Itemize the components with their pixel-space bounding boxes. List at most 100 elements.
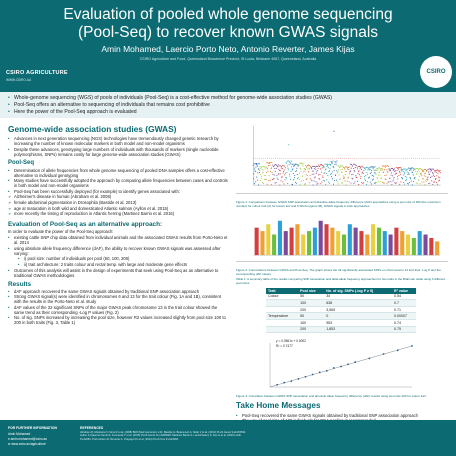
data-point bbox=[376, 178, 378, 180]
data-point bbox=[388, 181, 390, 183]
data-point bbox=[325, 172, 328, 175]
data-point bbox=[317, 168, 319, 170]
data-point bbox=[321, 181, 323, 183]
data-point bbox=[266, 167, 268, 169]
list-item: • existing cattle SNP chip data obtained … bbox=[8, 235, 228, 245]
results-heading: Results bbox=[8, 280, 32, 288]
data-point bbox=[414, 169, 416, 171]
data-point bbox=[399, 173, 402, 175]
data-point bbox=[322, 177, 324, 179]
data-point bbox=[305, 178, 307, 180]
contact-email[interactable]: e amin.mohamed@csiro.au bbox=[8, 437, 48, 441]
data-point bbox=[418, 175, 420, 178]
data-point bbox=[279, 165, 281, 167]
data-point bbox=[402, 169, 404, 171]
data-point bbox=[353, 183, 355, 185]
data-point bbox=[379, 180, 381, 182]
data-point bbox=[391, 184, 393, 186]
data-point bbox=[437, 172, 439, 174]
data-point bbox=[400, 167, 402, 169]
bullet-icon: • bbox=[8, 101, 10, 108]
data-point bbox=[329, 182, 331, 184]
data-point bbox=[271, 171, 273, 174]
data-point bbox=[354, 171, 356, 173]
data-point bbox=[432, 168, 434, 170]
data-point bbox=[348, 169, 350, 171]
data-point bbox=[274, 170, 276, 172]
data-point bbox=[261, 182, 263, 184]
data-point bbox=[406, 168, 408, 170]
data-point bbox=[296, 167, 298, 169]
data-point bbox=[287, 167, 289, 169]
data-point bbox=[413, 168, 415, 170]
data-point bbox=[405, 169, 407, 171]
data-point bbox=[341, 171, 343, 173]
data-point bbox=[422, 169, 424, 171]
data-point bbox=[268, 175, 270, 177]
list-item-text: Pool-Seq offers an alternative to sequen… bbox=[14, 101, 210, 108]
concordance-chart bbox=[236, 210, 448, 263]
data-point bbox=[298, 178, 300, 180]
data-point bbox=[349, 166, 351, 168]
data-point bbox=[344, 168, 346, 170]
data-point bbox=[433, 174, 435, 176]
bar bbox=[254, 227, 259, 256]
data-point bbox=[438, 170, 440, 172]
data-point bbox=[383, 171, 385, 173]
data-point bbox=[359, 166, 361, 169]
data-point bbox=[391, 172, 393, 174]
data-point bbox=[421, 171, 423, 173]
data-point bbox=[364, 179, 367, 182]
data-point bbox=[337, 170, 339, 173]
data-point bbox=[420, 167, 422, 169]
data-point bbox=[303, 162, 305, 164]
data-point bbox=[292, 163, 294, 165]
data-point bbox=[293, 177, 295, 179]
data-point bbox=[410, 169, 412, 171]
data-point bbox=[257, 172, 259, 174]
data-point bbox=[402, 177, 404, 179]
bar bbox=[411, 238, 416, 256]
bar bbox=[266, 224, 271, 256]
arrow-bullet-icon: ➢ bbox=[8, 205, 12, 211]
data-point bbox=[300, 171, 302, 173]
data-point bbox=[298, 164, 300, 166]
list-item-text: Alzheimer's disease in human (Abraham et… bbox=[14, 194, 112, 200]
bar bbox=[347, 224, 352, 256]
data-point bbox=[258, 171, 260, 174]
data-point bbox=[362, 182, 364, 185]
poster-title: Evaluation of pooled whole genome sequen… bbox=[0, 6, 456, 42]
data-point bbox=[262, 165, 264, 167]
data-point bbox=[337, 183, 339, 185]
data-point bbox=[317, 164, 319, 166]
scatter-r2: R² = 0.7477 bbox=[276, 344, 293, 349]
list-item: • Advances in next generation sequencing … bbox=[8, 136, 228, 146]
data-point bbox=[353, 169, 355, 172]
data-point bbox=[352, 178, 354, 180]
title-line-2: (Pool-Seq) to recover known GWAS signals bbox=[77, 24, 379, 41]
data-point bbox=[419, 171, 421, 173]
data-point bbox=[331, 162, 333, 165]
contact-website[interactable]: w www.csiro.au/agriculture bbox=[8, 442, 46, 446]
data-point bbox=[268, 165, 270, 167]
arrow-bullet-icon: ➢ bbox=[8, 194, 12, 200]
data-point bbox=[272, 178, 274, 180]
data-point bbox=[392, 175, 394, 177]
data-point bbox=[267, 170, 269, 172]
data-point bbox=[306, 166, 308, 168]
table-row: 100 638 0.7 bbox=[266, 299, 416, 307]
results-bullets: • dAF approach recovered the same GWAS si… bbox=[8, 289, 228, 326]
data-point bbox=[385, 165, 388, 167]
data-point bbox=[317, 166, 319, 168]
data-point bbox=[300, 168, 302, 170]
data-point bbox=[282, 168, 284, 170]
data-point bbox=[367, 167, 369, 169]
data-point bbox=[339, 166, 341, 168]
data-point bbox=[351, 174, 353, 176]
data-point bbox=[336, 172, 339, 174]
data-point bbox=[259, 165, 261, 168]
poolseq-bullets: • Determination of allele frequencies fro… bbox=[8, 168, 228, 194]
data-point bbox=[366, 171, 368, 173]
data-point bbox=[289, 163, 291, 165]
data-point bbox=[302, 180, 304, 182]
